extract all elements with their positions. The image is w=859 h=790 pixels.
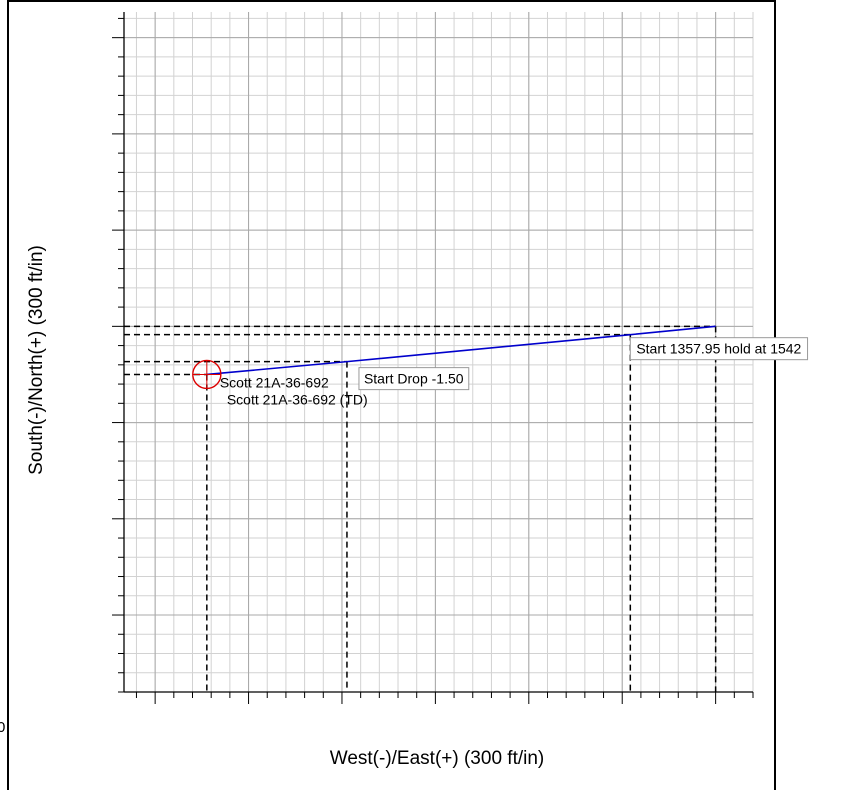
x-axis-title: West(-)/East(+) (300 ft/in) bbox=[330, 748, 545, 769]
annotation-label: Start Drop -1.50 bbox=[364, 371, 464, 387]
annotation-label: Scott 21A-36-692 (TD) bbox=[227, 391, 368, 407]
annotations: Start 1357.95 hold at 1542 Start Drop -1.… bbox=[220, 337, 809, 407]
annotation-box bbox=[358, 367, 470, 391]
well-path-line bbox=[206, 325, 716, 376]
edge-fragment-label: 0 bbox=[0, 719, 5, 736]
reference-dashed-lines bbox=[124, 325, 717, 692]
y-axis-title: South(-)/North(+) (300 ft/in) bbox=[26, 245, 47, 475]
axes bbox=[112, 12, 754, 704]
annotation-box bbox=[629, 337, 809, 361]
series-layer bbox=[206, 325, 716, 376]
annotation-label: Scott 21A-36-692 bbox=[220, 374, 329, 390]
target-marker-layer bbox=[192, 359, 222, 390]
annotation-label: Start 1357.95 hold at 1542 bbox=[636, 341, 801, 357]
